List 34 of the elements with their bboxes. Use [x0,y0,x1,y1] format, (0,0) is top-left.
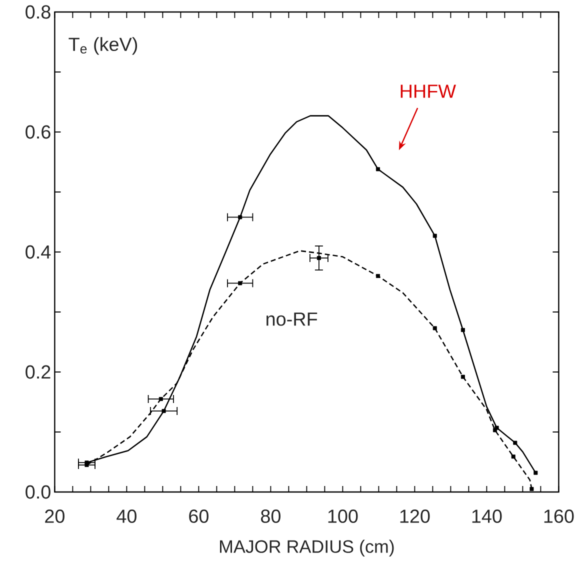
point [432,326,437,330]
y-tick-label: 0.8 [26,5,50,19]
x-axis-title: MAJOR RADIUS (cm) [220,540,394,556]
point [530,487,534,491]
point [316,256,321,260]
point [511,454,516,459]
point [84,463,89,467]
point [460,328,465,332]
point [492,428,497,432]
x-tick-label: 20 [45,510,64,523]
point [460,374,465,379]
point [534,470,538,475]
x-tick-label: 80 [261,510,280,523]
y-tick-label: 0.6 [26,125,50,139]
point [432,234,437,238]
y-tick-label: 0.2 [26,365,50,379]
point [513,440,518,445]
x-tick-label: 160 [544,510,574,523]
point [162,409,166,413]
point [376,167,380,172]
text: no-RF [266,312,318,326]
point [376,274,380,278]
point [158,397,163,401]
y-tick-label: 0.4 [26,245,51,259]
x-tick-label: 140 [472,510,502,523]
text: HHFW [400,84,456,98]
y-axis-title: T$_{e}$ (keV) [68,37,138,55]
point [238,215,242,220]
point [238,281,242,286]
x-tick-label: 40 [116,510,136,523]
x-tick-label: 120 [400,510,430,523]
y-tick-label: 0.0 [26,485,50,499]
x-tick-label: 100 [328,510,358,523]
x-tick-label: 60 [189,510,208,523]
